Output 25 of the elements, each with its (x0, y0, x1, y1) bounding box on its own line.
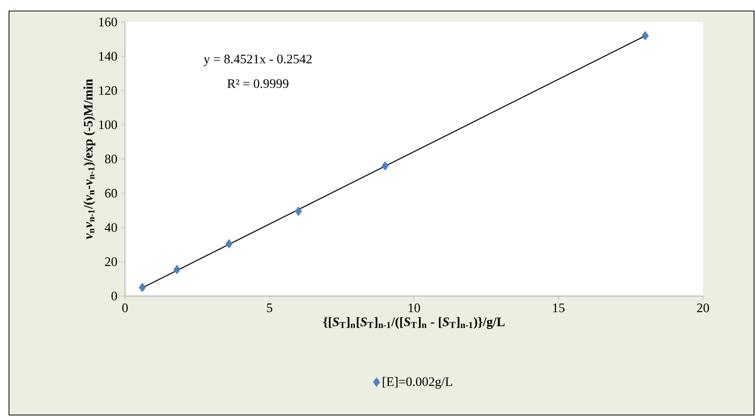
y-tick-label: 120 (99, 86, 117, 95)
x-tick-label: 15 (553, 304, 564, 312)
y-tick-label: 40 (104, 223, 117, 232)
text: v$_{n}$v$_{n-1}$/(v$_{n}$-v$_{n-1}$)/exp (-5)M/min (83, 79, 96, 240)
y-tick-label: 0 (112, 292, 117, 300)
text: {[S$_{T}$]$_{n}$[S$_{T}$]$_{n-1}$/([S$_{T}$]$_{n}$ - [S$_{T}$]$_{n-1}$)}/g/L (323, 317, 505, 329)
legend-label: [E]=0.002g/L (382, 376, 452, 389)
point (225, 239, 233, 248)
annotation: R² = 0.9999 (227, 79, 288, 88)
point (642, 30, 649, 40)
y-tick-label: 60 (105, 188, 117, 198)
x-tick-label: 10 (408, 304, 420, 312)
point (173, 264, 181, 274)
point (294, 206, 302, 216)
x-tick-label: 0 (122, 304, 128, 312)
point (138, 282, 146, 292)
point (382, 161, 389, 171)
y-tick-label: 20 (105, 257, 117, 266)
y-tick-label: 100 (99, 120, 117, 130)
annotation: y = 8.4521x - 0.2542 (204, 54, 312, 66)
y-tick-label: 140 (99, 52, 117, 61)
y-tick-label: 80 (105, 154, 117, 164)
x-tick-label: 20 (697, 304, 709, 312)
y-tick-label: 160 (99, 18, 117, 26)
x-tick-label: 5 (267, 304, 272, 312)
